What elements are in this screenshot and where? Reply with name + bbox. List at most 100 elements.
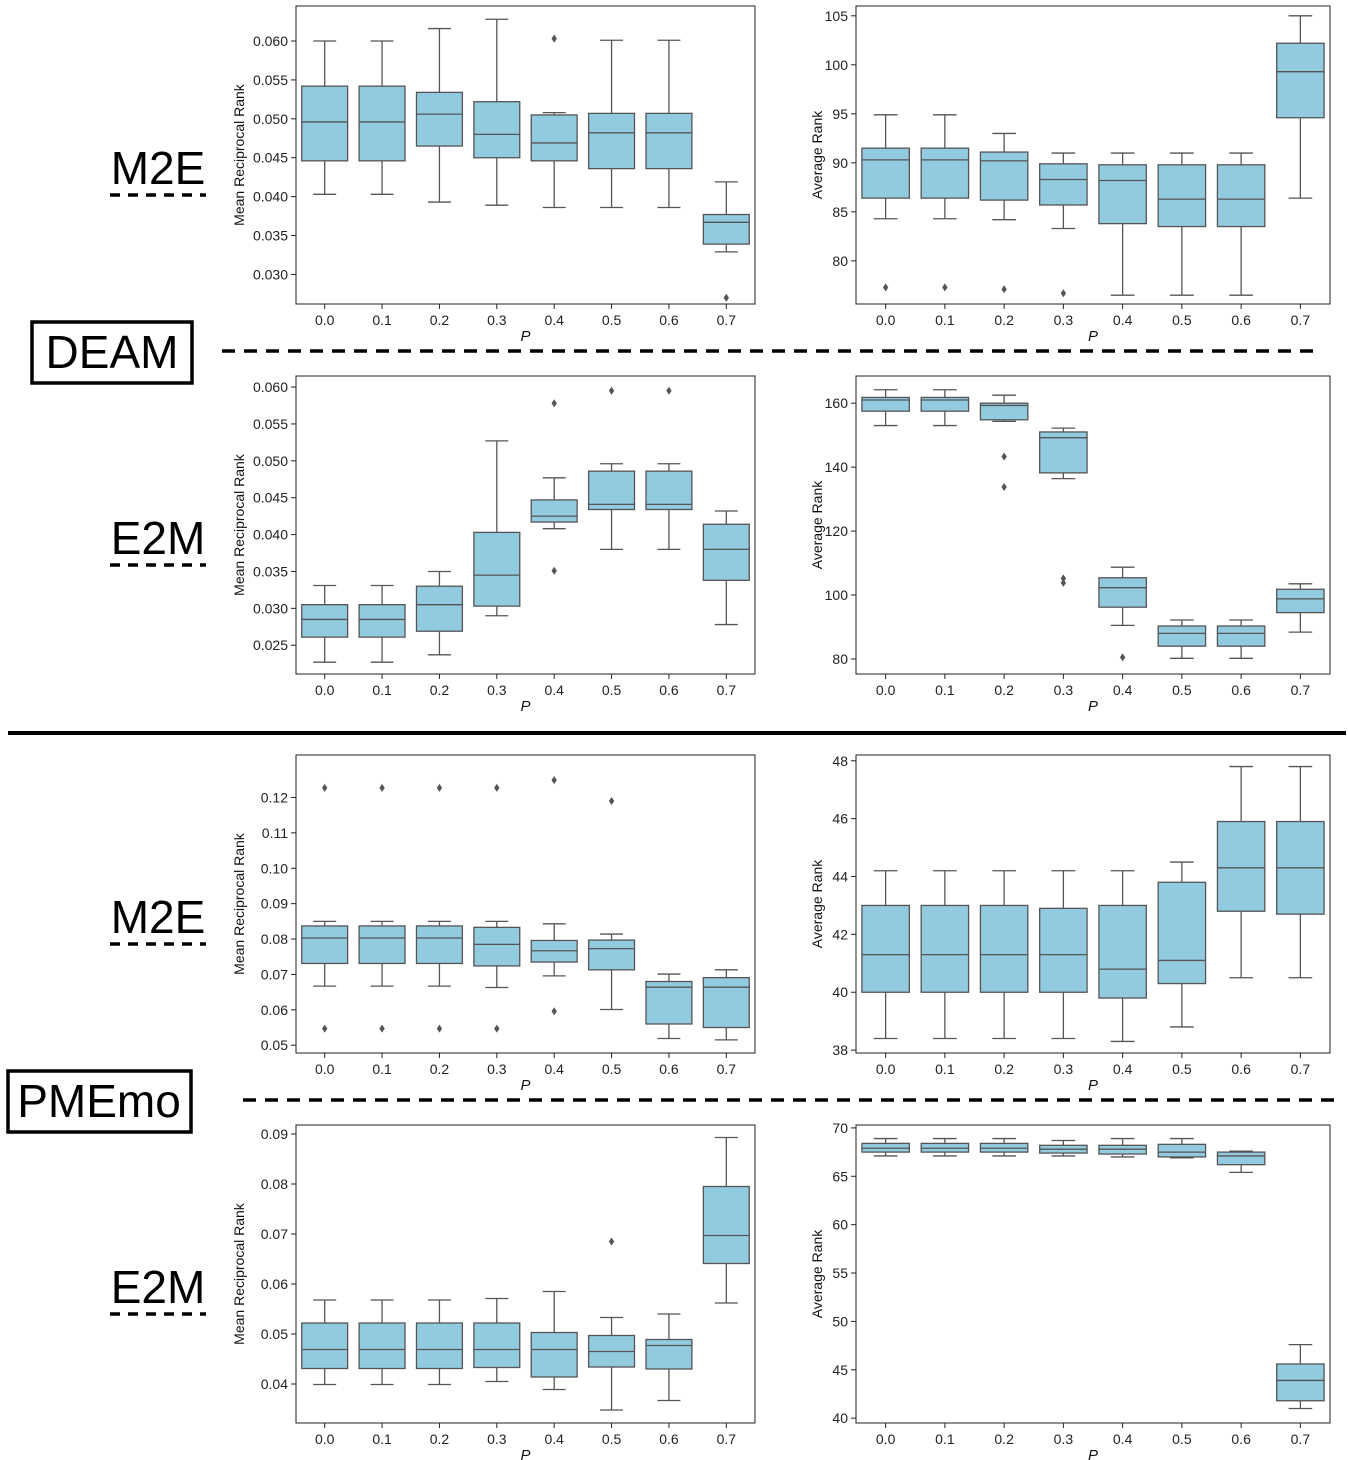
row-label-text: M2E bbox=[111, 891, 206, 943]
outlier-point bbox=[608, 797, 615, 806]
y-tick-label: 40 bbox=[832, 984, 848, 1000]
plot-frame bbox=[855, 1124, 1331, 1424]
box-0.3 bbox=[473, 18, 521, 206]
box-0.6 bbox=[645, 39, 693, 209]
box-iqr bbox=[702, 1185, 750, 1265]
y-axis-label: Mean Reciprocal Rank bbox=[231, 453, 247, 596]
x-tick-label: 0.5 bbox=[602, 312, 622, 328]
y-tick-label: 44 bbox=[832, 869, 848, 885]
box-0.4 bbox=[1098, 870, 1147, 1043]
x-axis-label: P bbox=[520, 698, 530, 715]
box-0.7 bbox=[702, 181, 750, 302]
y-axis-label: Average Rank bbox=[809, 110, 825, 199]
x-axis-label: P bbox=[1088, 328, 1098, 345]
x-tick-label: 0.0 bbox=[876, 1061, 896, 1077]
x-tick-label: 0.0 bbox=[876, 1431, 896, 1447]
y-tick-label: 0.040 bbox=[253, 527, 288, 543]
box-0.1 bbox=[358, 40, 406, 195]
x-tick-label: 0.2 bbox=[994, 1061, 1014, 1077]
box-iqr bbox=[920, 147, 970, 199]
outlier-point bbox=[723, 293, 730, 302]
box-iqr bbox=[1098, 577, 1147, 608]
row-label-pmemo-m2e: M2E bbox=[110, 891, 206, 946]
box-0.2 bbox=[415, 570, 464, 656]
box-iqr bbox=[1276, 42, 1325, 119]
x-tick-label: 0.3 bbox=[1054, 682, 1074, 698]
outlier-point bbox=[1001, 452, 1007, 461]
box-iqr bbox=[1157, 881, 1207, 985]
y-tick-label: 0.10 bbox=[261, 860, 288, 876]
outlier-point bbox=[882, 283, 889, 292]
box-0.5 bbox=[1157, 1137, 1207, 1159]
box-0.2 bbox=[415, 783, 464, 1033]
box-iqr bbox=[1216, 1151, 1266, 1166]
x-tick-label: 0.1 bbox=[372, 312, 392, 328]
box-0.3 bbox=[1039, 427, 1088, 587]
plot-frame bbox=[295, 375, 756, 675]
x-tick-label: 0.0 bbox=[315, 1431, 335, 1447]
x-tick-label: 0.4 bbox=[544, 1061, 564, 1077]
y-tick-label: 0.07 bbox=[261, 966, 288, 982]
box-0.1 bbox=[358, 783, 406, 1033]
x-tick-label: 0.5 bbox=[602, 682, 622, 698]
box-iqr bbox=[473, 926, 521, 967]
row-label-text: M2E bbox=[111, 142, 206, 194]
outlier-point bbox=[1060, 574, 1067, 583]
x-tick-label: 0.1 bbox=[935, 1061, 955, 1077]
x-tick-label: 0.4 bbox=[544, 312, 564, 328]
y-tick-label: 0.045 bbox=[253, 490, 288, 506]
x-tick-label: 0.5 bbox=[602, 1061, 622, 1077]
y-tick-label: 0.09 bbox=[261, 1126, 288, 1142]
box-iqr bbox=[530, 114, 578, 162]
x-tick-label: 0.5 bbox=[602, 1431, 622, 1447]
box-iqr bbox=[301, 604, 349, 638]
box-0.7 bbox=[1276, 1343, 1325, 1410]
outlier-point bbox=[379, 1024, 385, 1033]
x-tick-label: 0.2 bbox=[430, 312, 450, 328]
box-iqr bbox=[702, 213, 750, 245]
x-tick-label: 0.0 bbox=[876, 682, 896, 698]
plot-frame bbox=[855, 5, 1331, 305]
box-iqr bbox=[301, 85, 349, 162]
x-tick-label: 0.4 bbox=[1113, 1431, 1133, 1447]
y-tick-label: 120 bbox=[825, 523, 849, 539]
x-tick-label: 0.5 bbox=[1172, 1431, 1192, 1447]
x-tick-label: 0.5 bbox=[1172, 312, 1192, 328]
box-0.0 bbox=[301, 40, 349, 195]
box-iqr bbox=[473, 1322, 521, 1369]
outlier-point bbox=[551, 566, 557, 575]
outlier-point bbox=[666, 386, 672, 395]
y-tick-label: 100 bbox=[825, 57, 849, 73]
outlier-point bbox=[1001, 482, 1007, 491]
box-0.2 bbox=[979, 1137, 1029, 1157]
x-axis-label: P bbox=[1088, 698, 1098, 715]
box-0.4 bbox=[530, 399, 578, 575]
box-0.2 bbox=[979, 394, 1029, 491]
x-tick-label: 0.6 bbox=[659, 1431, 679, 1447]
x-tick-label: 0.7 bbox=[717, 1061, 737, 1077]
dataset-label-text: PMEmo bbox=[17, 1075, 181, 1127]
box-iqr bbox=[979, 402, 1029, 421]
box-iqr bbox=[301, 1322, 349, 1370]
x-tick-label: 0.4 bbox=[1113, 1061, 1133, 1077]
y-tick-label: 95 bbox=[832, 106, 848, 122]
x-tick-label: 0.1 bbox=[372, 1431, 392, 1447]
box-iqr bbox=[702, 523, 750, 581]
box-iqr bbox=[358, 85, 406, 162]
box-0.5 bbox=[587, 797, 636, 1011]
plot-frame bbox=[855, 375, 1331, 675]
y-tick-label: 0.04 bbox=[261, 1376, 288, 1392]
box-0.4 bbox=[1098, 1137, 1147, 1158]
box-iqr bbox=[1098, 164, 1147, 225]
x-tick-label: 0.7 bbox=[1291, 1431, 1311, 1447]
y-tick-label: 0.05 bbox=[261, 1037, 288, 1053]
y-axis-label: Average Rank bbox=[809, 1229, 825, 1318]
y-tick-label: 0.035 bbox=[253, 563, 288, 579]
x-axis-label: P bbox=[520, 1447, 530, 1460]
box-0.0 bbox=[301, 783, 349, 1033]
box-iqr bbox=[1157, 1143, 1207, 1158]
outlier-point bbox=[494, 783, 500, 792]
x-tick-label: 0.1 bbox=[372, 1061, 392, 1077]
box-0.0 bbox=[301, 584, 349, 663]
box-0.6 bbox=[645, 1313, 693, 1402]
